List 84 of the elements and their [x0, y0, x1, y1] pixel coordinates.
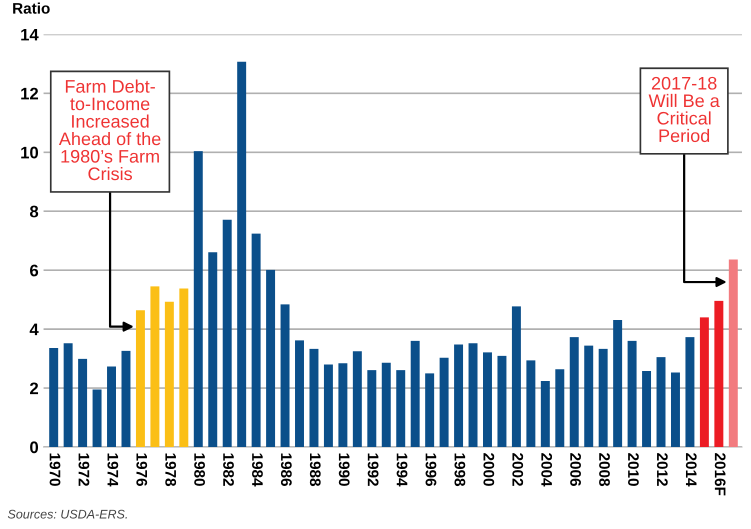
bar [425, 373, 434, 448]
y-tick-label: 12 [21, 88, 38, 100]
bar [324, 364, 333, 448]
bar [179, 288, 188, 448]
x-tick-label: 2004 [541, 453, 552, 486]
bar [526, 360, 536, 448]
bar [78, 358, 88, 448]
annotation: Farm Debt- to-Income Increased Ahead of the 1980’s Farm Crisis [58, 80, 160, 180]
source-note: Sources: USDA-ERS. [8, 510, 127, 519]
x-tick-label: 2014 [686, 453, 697, 486]
bar [309, 348, 318, 448]
bar [454, 344, 464, 448]
bar [598, 348, 608, 448]
bar [107, 366, 116, 448]
bar [656, 357, 666, 448]
x-tick-label: 2016F [714, 453, 726, 496]
x-tick-label: 1984 [252, 454, 263, 486]
x-tick-label: 1986 [280, 454, 292, 486]
y-tick-label: 10 [21, 146, 38, 158]
x-tick-label: 1978 [165, 454, 176, 486]
y-tick-label: 6 [30, 264, 38, 276]
x-tick-label: 1974 [107, 454, 118, 486]
x-tick-label: 1988 [310, 454, 321, 486]
bar [685, 337, 694, 448]
bar [440, 358, 449, 448]
bar [642, 370, 652, 448]
bar [194, 151, 203, 448]
bar [628, 340, 637, 448]
bar [483, 352, 492, 448]
annotation: 2017-18 Will Be a Critical Period [648, 76, 720, 142]
x-tick-label: 2000 [483, 453, 494, 486]
bar [497, 356, 506, 448]
y-tick-label: 2 [30, 382, 38, 394]
x-tick-label: 1998 [454, 454, 466, 486]
bar [512, 306, 521, 448]
bar [49, 348, 58, 448]
bar [136, 310, 145, 448]
bar [352, 351, 362, 448]
bar [222, 220, 232, 448]
x-tick-label: 1994 [396, 454, 408, 486]
bar [382, 362, 391, 448]
x-tick-label: 2012 [656, 453, 668, 486]
bar [613, 320, 622, 448]
bar [570, 337, 579, 448]
bar [237, 62, 246, 448]
bar [728, 260, 738, 448]
x-tick-label: 1980 [194, 454, 205, 486]
bar [252, 234, 261, 448]
x-tick-label: 1976 [136, 454, 148, 486]
bar [367, 370, 376, 448]
bar [410, 340, 420, 448]
x-tick-label: 2002 [512, 453, 524, 486]
bar [584, 346, 594, 448]
x-tick-label: 1970 [50, 454, 60, 486]
x-tick-label: 2006 [570, 453, 581, 486]
bar [468, 343, 478, 448]
bar [164, 302, 174, 448]
y-axis-title: Ratio [13, 2, 50, 14]
bar [266, 270, 276, 448]
bar [280, 304, 290, 448]
x-tick-label: 1992 [368, 454, 379, 486]
bar [64, 343, 73, 448]
bar [150, 286, 160, 448]
y-tick-label: 8 [30, 206, 38, 218]
bar [92, 390, 102, 448]
bar [208, 252, 218, 448]
y-tick-label: 4 [30, 324, 39, 336]
x-tick-label: 2010 [628, 453, 639, 486]
x-tick-label: 1990 [338, 454, 350, 486]
x-tick-label: 1996 [426, 454, 436, 486]
bar [540, 380, 550, 448]
bar [670, 372, 680, 448]
x-tick-label: 1982 [223, 454, 234, 486]
y-tick-label: 0 [30, 441, 38, 454]
bar [700, 317, 709, 448]
bar [714, 300, 724, 448]
bar [295, 340, 304, 448]
x-tick-label: 1972 [78, 454, 90, 486]
bar [555, 369, 564, 448]
bar [122, 350, 130, 448]
y-tick-label: 14 [21, 28, 39, 40]
x-tick-label: 2008 [599, 453, 610, 486]
bar [396, 370, 406, 448]
bar [338, 363, 348, 448]
